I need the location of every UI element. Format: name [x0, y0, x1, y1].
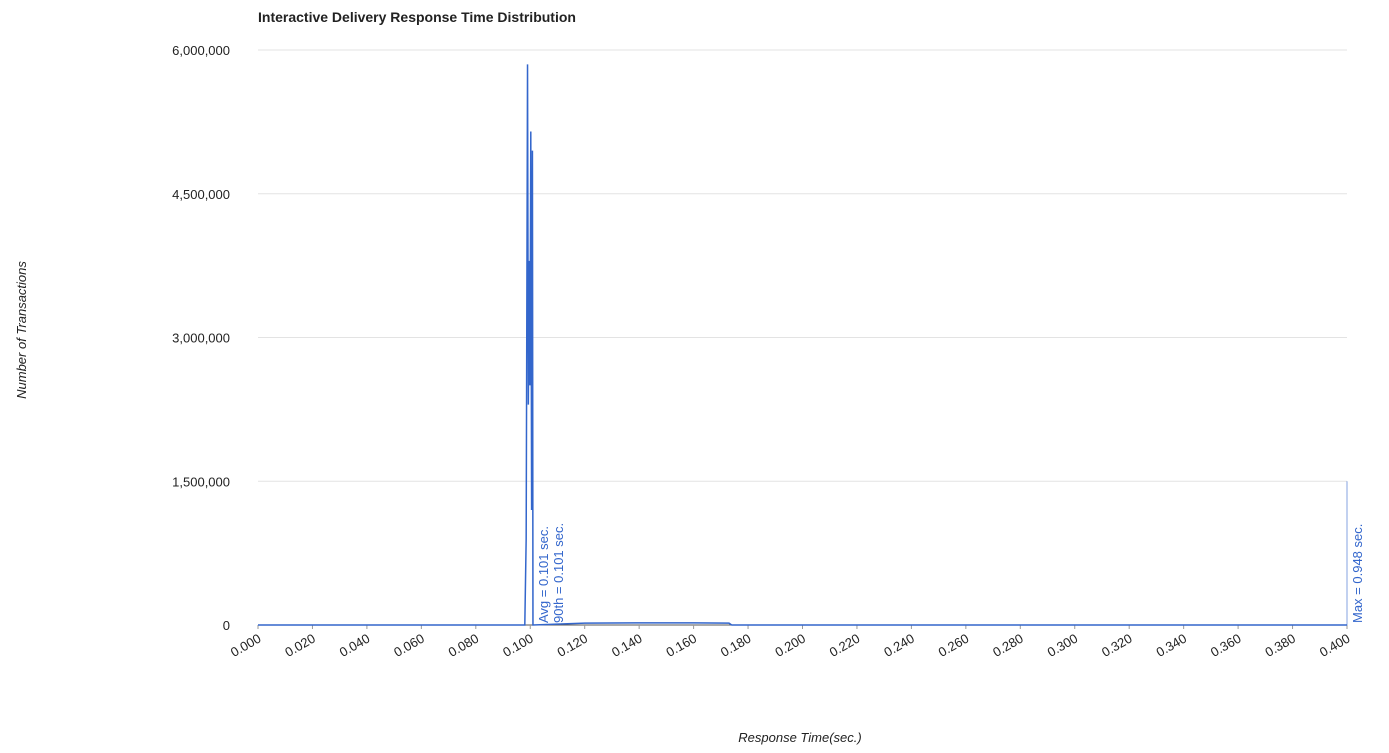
x-tick-label: 0.260: [936, 631, 972, 660]
annotation-label: Max = 0.948 sec.: [1350, 524, 1365, 623]
x-tick-label: 0.200: [772, 631, 808, 660]
x-tick-label: 0.140: [609, 631, 645, 660]
y-tick-label: 0: [223, 618, 230, 633]
x-tick-label: 0.000: [228, 631, 264, 660]
x-tick-label: 0.220: [827, 631, 863, 660]
y-tick-label: 3,000,000: [172, 331, 230, 346]
y-tick-label: 1,500,000: [172, 474, 230, 489]
x-tick-label: 0.160: [663, 631, 699, 660]
x-axis-title: Response Time(sec.): [738, 730, 861, 745]
data-line: [258, 64, 1347, 626]
x-tick-label: 0.080: [446, 631, 482, 660]
x-tick-label: 0.240: [881, 631, 917, 660]
annotation-label: 90th = 0.101 sec.: [551, 523, 566, 623]
x-tick-label: 0.280: [990, 631, 1026, 660]
x-tick-label: 0.380: [1262, 631, 1298, 660]
x-tick-label: 0.060: [391, 631, 427, 660]
y-axis-title: Number of Transactions: [14, 261, 29, 399]
x-tick-label: 0.020: [282, 631, 318, 660]
y-tick-label: 4,500,000: [172, 187, 230, 202]
x-tick-label: 0.040: [337, 631, 373, 660]
x-tick-label: 0.400: [1317, 631, 1353, 660]
x-tick-label: 0.360: [1208, 631, 1244, 660]
chart-title: Interactive Delivery Response Time Distr…: [258, 9, 576, 25]
x-tick-label: 0.300: [1045, 631, 1081, 660]
annotation-label: Avg = 0.101 sec.: [536, 526, 551, 623]
x-tick-label: 0.320: [1099, 631, 1135, 660]
x-tick-label: 0.100: [500, 631, 536, 660]
x-tick-label: 0.180: [718, 631, 754, 660]
x-tick-label: 0.340: [1153, 631, 1189, 660]
x-tick-label: 0.120: [555, 631, 591, 660]
y-tick-label: 6,000,000: [172, 43, 230, 58]
